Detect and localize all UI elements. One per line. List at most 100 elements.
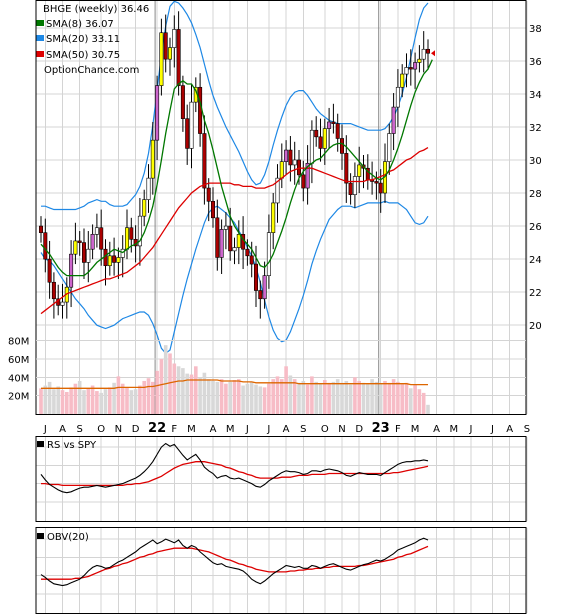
volume-bar	[120, 383, 125, 414]
candle-body	[202, 133, 207, 189]
price-y-axis: 20 22 24 26 28 30 32 34 36 38	[529, 24, 542, 332]
price-panel: 20 22 24 26 28 30 32 34 36 38 BHGE (weekly) 36.46…	[35, 0, 542, 415]
candle-body	[322, 128, 327, 149]
candle-body	[421, 48, 426, 60]
volume-bar	[383, 380, 387, 414]
rs-frame	[35, 436, 527, 522]
candle-body	[236, 234, 241, 248]
volume-bar	[129, 390, 134, 414]
x-tick-label: J	[490, 424, 494, 435]
volume-bar	[211, 380, 215, 414]
candle-body	[206, 187, 211, 202]
price-title: BHGE (weekly) 36.46	[43, 4, 149, 15]
volume-bar	[116, 376, 121, 414]
volume-bar	[361, 382, 366, 414]
volume-bar	[90, 385, 95, 414]
legend-swatch-sma20	[36, 35, 44, 41]
volume-bar	[168, 353, 172, 414]
candle-body	[262, 275, 267, 300]
volume-bar	[65, 391, 69, 414]
candle-body	[413, 62, 418, 70]
volume-bar	[335, 379, 340, 414]
legend-sma50: SMA(50) 30.75	[36, 50, 120, 61]
volume-bar	[310, 376, 314, 414]
volume-bar	[215, 381, 220, 414]
rs-line	[40, 442, 429, 494]
bollinger-bands	[40, 0, 429, 355]
volume-bar	[198, 377, 202, 414]
volume-bar	[331, 381, 336, 414]
x-tick-label: 23	[372, 421, 390, 436]
legend-swatch-sma50	[36, 51, 44, 57]
x-tick-label: A	[59, 424, 66, 435]
volume-bar	[258, 386, 263, 414]
candle-body	[116, 257, 121, 263]
x-tick-label: D	[132, 424, 140, 435]
obv-frame	[35, 527, 527, 614]
candle-body	[172, 29, 177, 48]
candle-body	[314, 129, 319, 138]
volume-bar	[77, 380, 82, 414]
legend-label-sma8: SMA(8) 36.07	[46, 19, 114, 30]
rs-grid	[36, 437, 528, 521]
x-tick-label: J	[43, 424, 47, 435]
candle-body	[245, 248, 250, 257]
volume-bar	[391, 379, 396, 414]
volume-bar	[108, 387, 112, 414]
candle-body	[38, 225, 43, 233]
volume-bar	[413, 384, 417, 414]
candle-body	[387, 133, 392, 162]
volume-bar	[267, 383, 271, 414]
volume-bar	[280, 379, 284, 414]
candle-body	[211, 200, 216, 219]
volume-bar	[409, 388, 413, 414]
volume-bar	[73, 383, 78, 414]
volume-bar	[95, 391, 99, 414]
volume-bar	[348, 384, 353, 414]
candle-body	[90, 234, 95, 250]
legend-label-rs: RS vs SPY	[47, 440, 97, 451]
volume-bar	[82, 390, 86, 414]
volume-bar	[133, 389, 138, 414]
candle-body	[77, 240, 82, 243]
candle-body	[305, 162, 310, 189]
legend-sma8: SMA(8) 36.07	[36, 19, 114, 30]
volume-bar	[52, 389, 56, 414]
candle-body	[82, 242, 87, 263]
candle-body	[69, 253, 74, 288]
volume-bar	[181, 368, 185, 414]
volume-bar	[219, 379, 224, 414]
volume-bar	[249, 381, 254, 414]
volume-bar	[56, 386, 60, 414]
volume-bar	[103, 389, 108, 414]
candle-body	[395, 86, 400, 108]
legend-swatch-rs	[37, 441, 44, 447]
x-tick-label: J	[469, 424, 473, 435]
x-tick-label: A	[210, 424, 217, 435]
watermark: OptionChance.com	[44, 65, 139, 76]
volume-bar	[314, 381, 318, 414]
candle-body	[228, 225, 233, 252]
volume-bar	[297, 382, 301, 414]
rs-lines	[40, 442, 429, 494]
volume-bar	[271, 379, 275, 414]
volume-bar	[155, 370, 159, 414]
volume-bar	[228, 381, 232, 414]
volume-bar	[344, 380, 349, 414]
candle-body	[254, 263, 259, 291]
legend-swatch-sma8	[36, 20, 44, 26]
candle-body	[94, 227, 99, 235]
volume-bars	[39, 345, 430, 414]
rs-panel: RS vs SPY	[35, 436, 528, 522]
x-tick-label: S	[300, 424, 306, 435]
candle-body	[168, 47, 173, 60]
candle-body	[374, 181, 379, 184]
x-tick-label: F	[395, 424, 401, 435]
volume-bar	[370, 379, 374, 414]
sma50-line	[40, 147, 429, 315]
price-frame	[35, 0, 527, 415]
candle-body	[159, 32, 164, 86]
candle-body	[400, 73, 405, 88]
volume-tick-label: 80M	[8, 337, 29, 348]
